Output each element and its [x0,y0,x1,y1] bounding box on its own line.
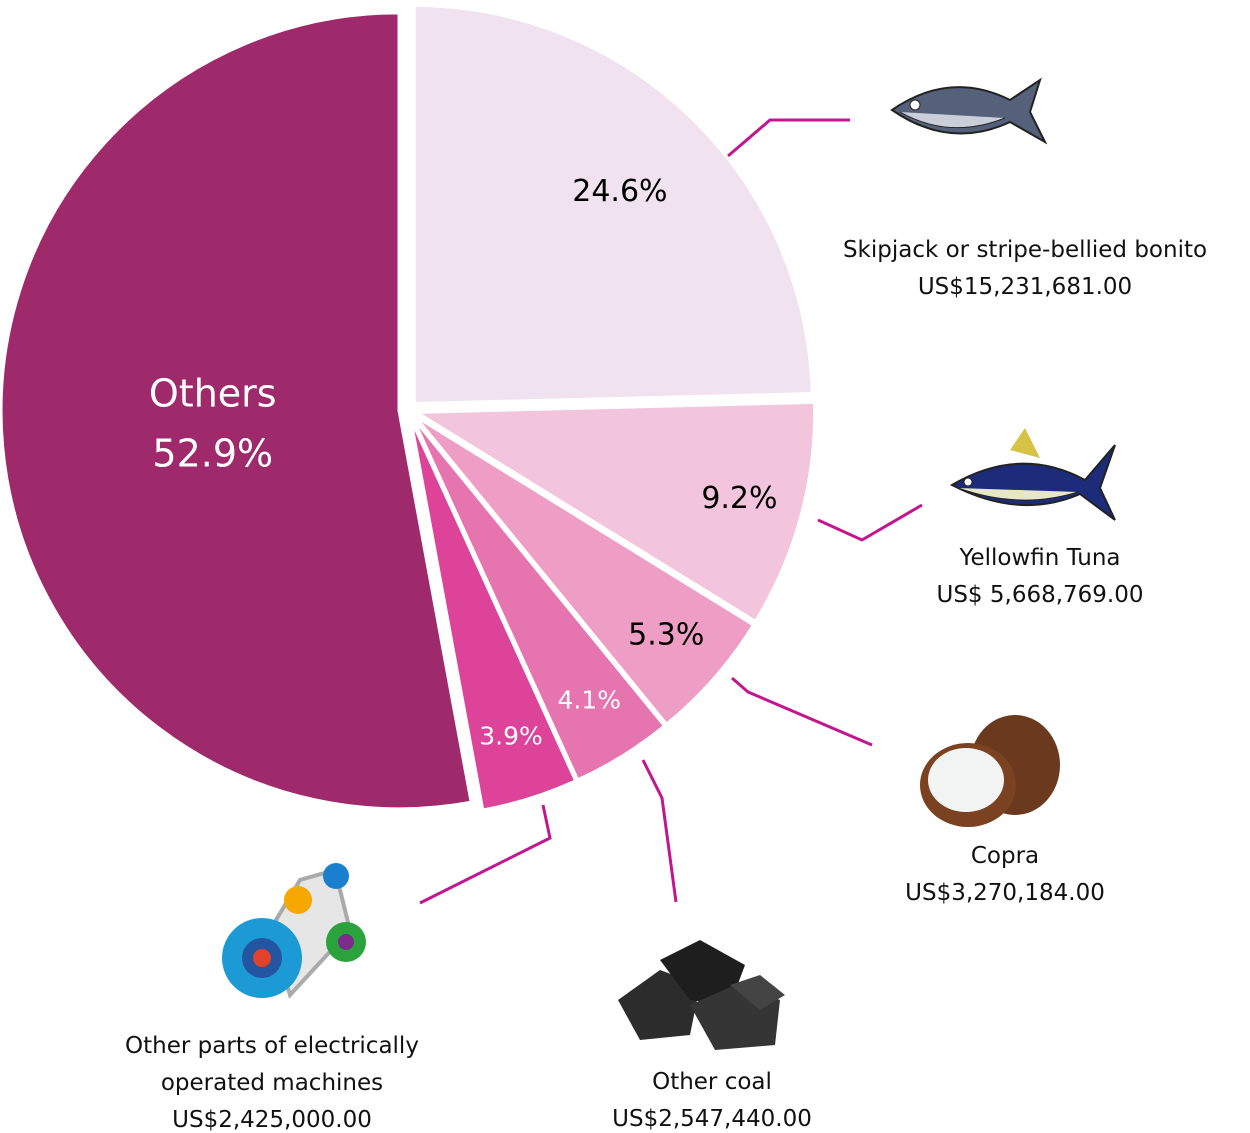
amount-label: US$2,547,440.00 [612,1101,812,1133]
gears-icon [222,863,366,998]
slice-value-label: 52.9% [152,431,273,475]
leader-line [643,760,676,902]
tuna-icon [952,428,1115,520]
slice-value-label: 9.2% [701,481,777,516]
amount-label: US$15,231,681.00 [918,269,1132,306]
category-label: Other parts of electrically operated mac… [92,1028,452,1102]
leader-line [732,678,872,745]
amount-label: US$2,425,000.00 [172,1102,372,1133]
category-label: Skipjack or stripe-bellied bonito [843,232,1207,269]
slice-value-label: 4.1% [557,686,621,715]
category-label: Yellowfin Tuna [960,540,1121,577]
leader-line [728,120,850,156]
slice-value-label: 24.6% [572,174,667,209]
chart: 24.6% 9.2% 5.3% 4.1% 3.9% Others 52.9% Skipjac… [0,0,1250,1133]
leader-line [818,505,922,540]
coconut-icon [920,715,1060,827]
leader-line [420,805,550,903]
slice-category: Others [149,371,277,415]
pie: 24.6% 9.2% 5.3% 4.1% 3.9% Others 52.9% [1,6,815,810]
fish-icon [892,80,1045,142]
slice-value-label: 3.9% [479,722,543,751]
slice-value-label: 5.3% [628,618,704,653]
amount-label: US$ 5,668,769.00 [936,577,1143,614]
amount-label: US$3,270,184.00 [905,875,1105,912]
category-label: Other coal [652,1064,772,1101]
category-label: Copra [971,838,1039,875]
coal-icon [618,940,785,1050]
